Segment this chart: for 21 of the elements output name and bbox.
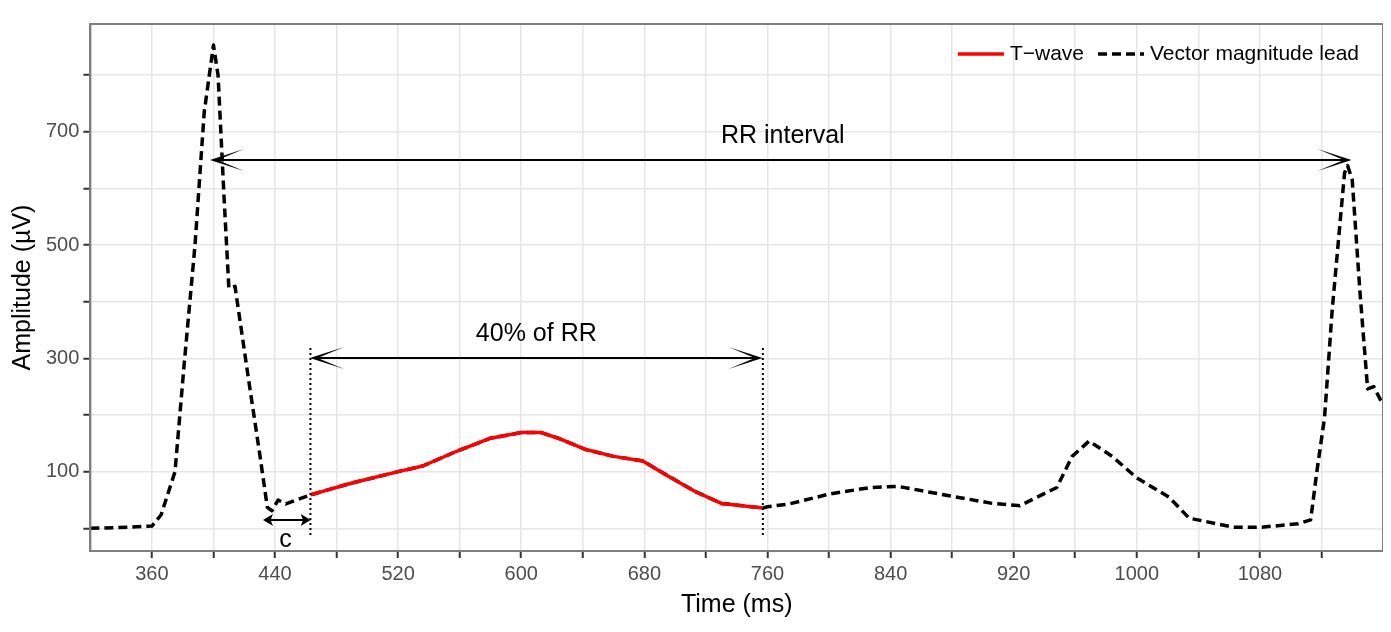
x-tick-label: 360 xyxy=(135,561,169,584)
x-tick-label: 760 xyxy=(750,561,785,584)
x-tick-label: 840 xyxy=(873,561,908,584)
legend-label: T−wave xyxy=(1009,40,1085,64)
annotation: 40% of RR xyxy=(475,318,597,347)
y-tick-label: 100 xyxy=(45,459,80,482)
annotation: c xyxy=(279,523,292,552)
x-tick-label: 680 xyxy=(627,561,662,584)
y-tick-label: 300 xyxy=(45,345,80,368)
y-tick-label: 700 xyxy=(45,119,80,142)
x-tick-label: 440 xyxy=(258,561,292,584)
x-tick-label: 600 xyxy=(504,561,538,584)
x-tick-label: 920 xyxy=(996,561,1031,584)
annotation: RR interval xyxy=(721,119,845,148)
x-tick-label: 1080 xyxy=(1237,561,1283,584)
x-tick-label: 1000 xyxy=(1114,561,1160,584)
x-axis-title: Time (ms) xyxy=(680,588,793,617)
legend-label: Vector magnitude lead xyxy=(1150,40,1360,64)
x-tick-label: 520 xyxy=(381,561,415,584)
y-axis-title: Amplitude (µV) xyxy=(6,204,35,371)
y-tick-label: 500 xyxy=(45,232,80,255)
